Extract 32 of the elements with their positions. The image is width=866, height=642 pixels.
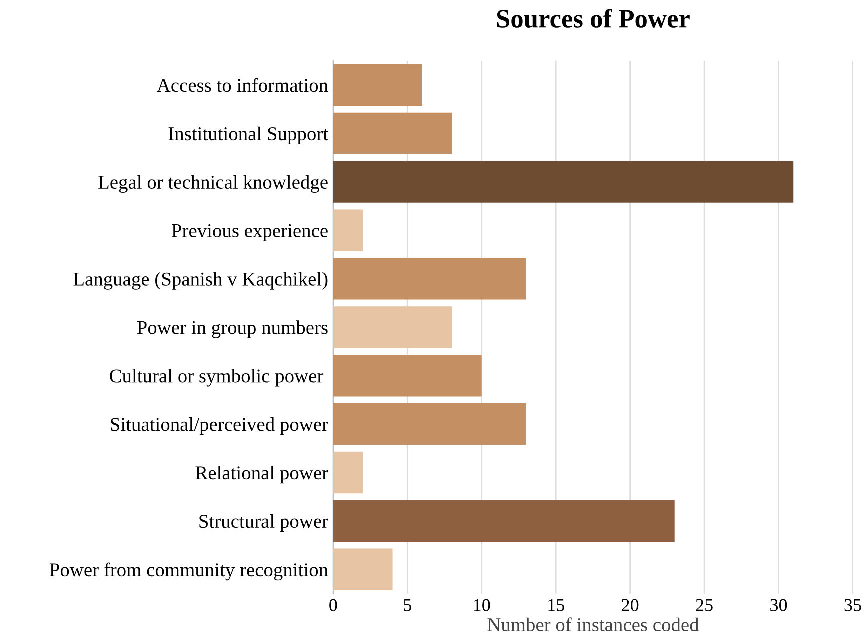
y-tick-label: Power from community recognition (50, 562, 328, 581)
y-tick-label: Institutional Support (168, 126, 328, 145)
bar (333, 64, 422, 106)
bar (333, 258, 526, 300)
x-tick-label: 25 (696, 599, 713, 612)
bar (333, 210, 364, 252)
bar (333, 452, 364, 494)
y-tick-label: Previous experience (172, 224, 328, 242)
bar (333, 112, 452, 154)
y-tick-label: Power in group numbers (137, 320, 328, 338)
x-tick-label: 5 (404, 599, 412, 612)
y-tick-label: Structural power (200, 514, 328, 532)
bar (333, 355, 482, 397)
y-tick-label: Language (Spanish v Kaqchikel) (74, 272, 328, 290)
bar (333, 306, 452, 348)
y-tick-label: Situational/perceived power (111, 418, 328, 436)
x-tick-label: 30 (770, 599, 788, 612)
x-tick-label: 0 (330, 599, 338, 612)
y-tick-label: Access to information (157, 78, 328, 92)
bar (333, 500, 675, 542)
x-tick-label: 35 (844, 599, 862, 612)
x-axis-title: Number of instances coded (488, 618, 700, 632)
y-tick-label: Relational power (196, 466, 328, 484)
bar (333, 161, 794, 203)
y-tick-label: Legal or technical knowledge (98, 175, 328, 194)
x-tick-label: 10 (474, 599, 490, 612)
bar (333, 548, 393, 590)
x-tick-label: 20 (622, 599, 639, 612)
bar (333, 403, 526, 446)
x-tick-label: 15 (548, 599, 564, 612)
y-tick-label: Cultural or symbolic power (110, 369, 324, 387)
chart-title: Sources of Power (497, 9, 690, 28)
